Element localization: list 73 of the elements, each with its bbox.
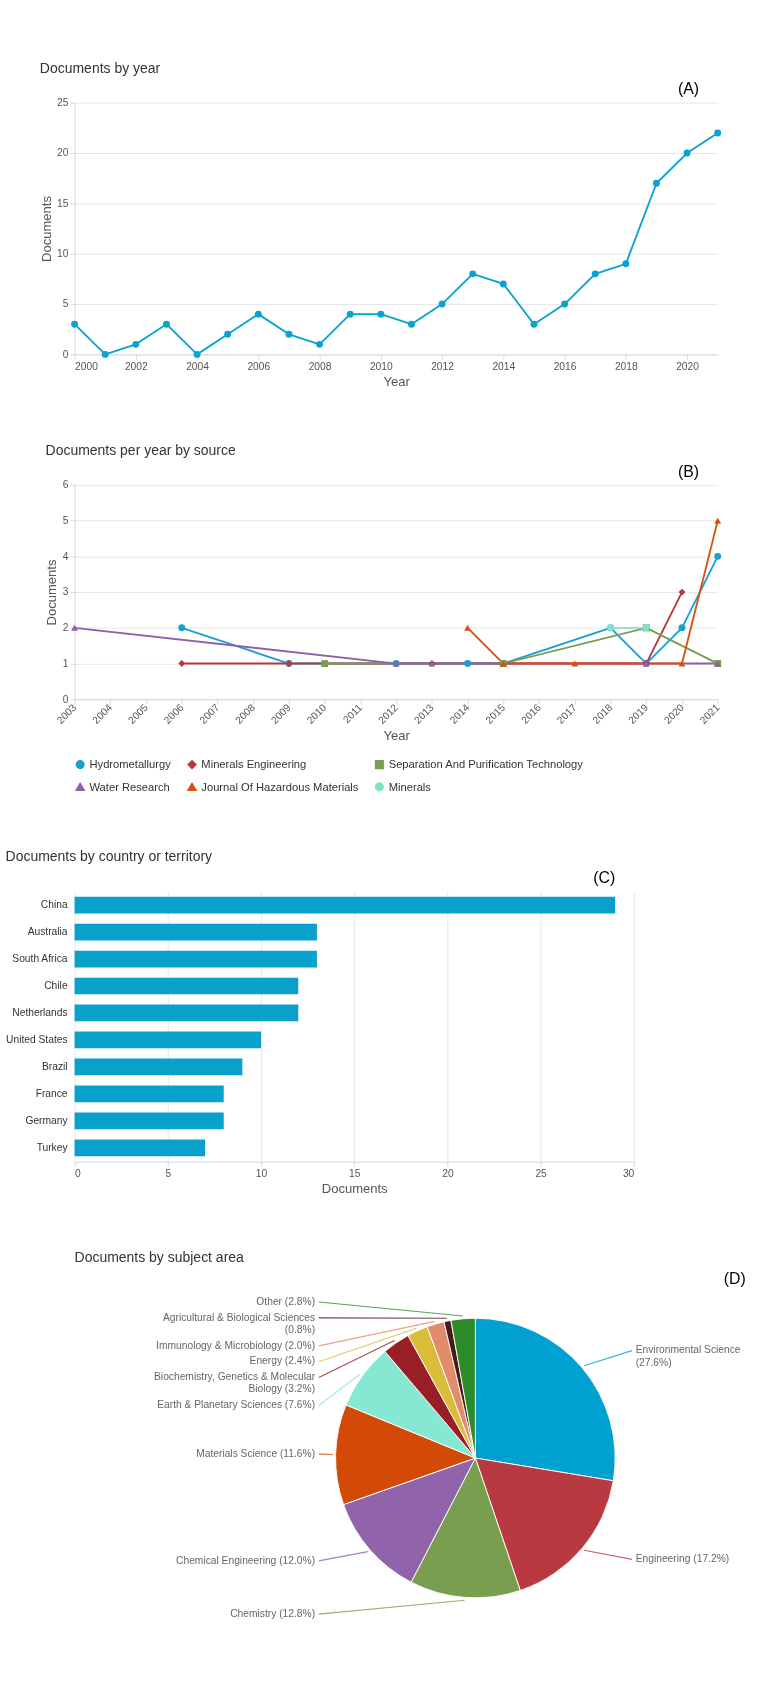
y-tick-label: 10 (57, 247, 69, 259)
slice-label: Engineering (17.2%) (635, 1553, 730, 1565)
y-tick-label: China (40, 898, 68, 910)
data-label: (0.8%) (284, 1323, 316, 1335)
x-tick-label: 2014 (492, 360, 516, 372)
x-tick-label: 2006 (247, 360, 271, 372)
text: (B) (677, 462, 700, 480)
slice-label: Agricultural & Biological Sciences (162, 1311, 316, 1323)
y-tick-label: 15 (57, 197, 69, 209)
slice-label: Biochemistry, Genetics & Molecular Biology (3.2%) (154, 1371, 316, 1395)
y-tick-label: 2 (62, 622, 69, 634)
slice-label: Environmental Science (635, 1344, 741, 1356)
slice-label: Immunology & Microbiology (2.0%) (156, 1339, 316, 1351)
y-tick-label: Germany (25, 1114, 69, 1126)
y-axis-title: Documents (38, 195, 54, 262)
y-tick-label: 25 (57, 96, 69, 108)
legend-label: Water Research (89, 780, 170, 793)
slice-label: Materials Science (11.6%) (196, 1447, 316, 1459)
slice-label: Other (2.8%) (256, 1295, 316, 1307)
y-tick-label: Chile (44, 979, 68, 991)
chart-title: Documents per year by source (45, 442, 237, 459)
y-tick-label: United States (6, 1033, 68, 1045)
x-tick-label: 2020 (676, 360, 700, 372)
y-tick-label: 5 (62, 514, 69, 526)
y-tick-label: Turkey (36, 1141, 69, 1153)
x-tick-label: 15 (348, 1168, 361, 1179)
text: (D) (723, 1269, 746, 1287)
x-axis-title: Year (383, 373, 411, 389)
slice-label: Energy (2.4%) (249, 1355, 316, 1367)
text: (C) (593, 868, 616, 886)
data-label: (27.6%) (635, 1356, 672, 1368)
x-tick-label: 20 (442, 1168, 454, 1179)
x-tick-label: 10 (255, 1168, 268, 1179)
x-tick-label: 5 (165, 1168, 172, 1179)
chart-title: Documents by country or territory (5, 848, 213, 865)
legend-label: Separation And Purification Technology (388, 758, 584, 771)
y-tick-label: Netherlands (12, 1006, 68, 1018)
slice-label: Chemical Engineering (12.0%) (176, 1554, 316, 1566)
x-tick-label: 2010 (369, 360, 393, 372)
x-tick-label: 0 (75, 1168, 82, 1179)
y-tick-label: 1 (62, 657, 69, 669)
x-axis-title: Documents (321, 1180, 389, 1196)
y-tick-label: 5 (62, 298, 69, 310)
chart-title: Documents by year (39, 59, 161, 76)
x-tick-label: 2000 (75, 360, 99, 372)
y-tick-label: Brazil (41, 1060, 68, 1072)
x-tick-label: 2012 (431, 360, 455, 372)
chart-title: Documents by subject area (74, 1249, 245, 1266)
y-tick-label: 0 (62, 693, 69, 705)
y-tick-label: 4 (62, 550, 69, 562)
y-tick-label: 0 (62, 348, 69, 360)
legend-label: Minerals Engineering (201, 758, 307, 771)
legend-label: Journal Of Hazardous Materials (201, 780, 359, 793)
x-tick-label: 2002 (124, 360, 148, 372)
slice-label: Earth & Planetary Sciences (7.6%) (157, 1399, 316, 1411)
x-tick-label: 30 (622, 1168, 635, 1179)
y-tick-label: 3 (62, 586, 69, 598)
y-tick-label: 20 (57, 147, 69, 159)
y-tick-label: 6 (62, 479, 69, 491)
slice-label: Chemistry (12.8%) (230, 1607, 316, 1619)
y-tick-label: South Africa (12, 952, 68, 964)
x-tick-label: 2018 (614, 360, 639, 372)
x-axis-title: Year (383, 727, 411, 743)
y-tick-label: France (35, 1087, 68, 1099)
x-tick-label: 2008 (308, 360, 332, 372)
legend-label: Minerals (388, 780, 432, 793)
legend-label: Hydrometallurgy (89, 758, 172, 771)
y-tick-label: Australia (27, 925, 68, 937)
x-tick-label: 2004 (186, 360, 210, 372)
x-tick-label: 2016 (553, 360, 577, 372)
text: (A) (677, 80, 700, 98)
x-tick-label: 25 (535, 1168, 548, 1179)
y-axis-title: Documents (44, 559, 60, 626)
